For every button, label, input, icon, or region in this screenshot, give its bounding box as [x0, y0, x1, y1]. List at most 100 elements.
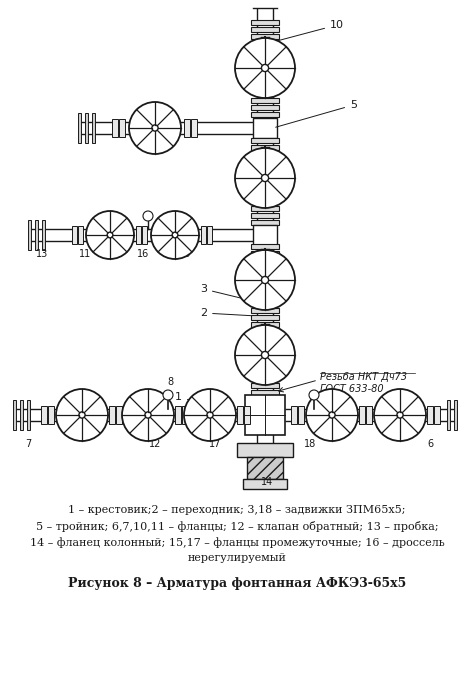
Bar: [92, 113, 95, 143]
Text: ГОСТ 633-80: ГОСТ 633-80: [320, 384, 383, 394]
Bar: [85, 113, 89, 143]
Text: 14: 14: [261, 477, 273, 487]
Circle shape: [329, 412, 335, 418]
Text: 5: 5: [276, 100, 357, 127]
Circle shape: [163, 390, 173, 400]
Circle shape: [151, 211, 199, 259]
Bar: [298, 406, 304, 424]
Bar: [248, 162, 282, 194]
Bar: [248, 338, 282, 372]
Text: 17: 17: [209, 439, 221, 449]
Bar: [247, 457, 283, 479]
Text: 16: 16: [137, 249, 149, 259]
Bar: [251, 97, 279, 102]
Circle shape: [184, 389, 236, 441]
Bar: [134, 401, 162, 429]
Bar: [41, 406, 46, 424]
Text: 1: 1: [175, 392, 240, 414]
Text: 2: 2: [200, 308, 254, 318]
Circle shape: [235, 325, 295, 385]
Bar: [434, 406, 439, 424]
Bar: [237, 406, 243, 424]
Bar: [243, 479, 287, 489]
Bar: [162, 222, 188, 248]
Bar: [251, 322, 279, 326]
Circle shape: [261, 64, 269, 72]
Circle shape: [261, 351, 269, 359]
Bar: [253, 118, 277, 138]
Bar: [251, 104, 279, 110]
Bar: [427, 406, 433, 424]
Bar: [386, 401, 414, 429]
Circle shape: [129, 102, 181, 154]
Bar: [251, 397, 279, 401]
Text: 18: 18: [304, 439, 316, 449]
Bar: [251, 26, 279, 32]
Bar: [20, 400, 24, 430]
Bar: [78, 226, 83, 244]
Text: 14 – фланец колонный; 15,17 – фланцы промежуточные; 16 – дроссель: 14 – фланец колонный; 15,17 – фланцы про…: [29, 537, 444, 548]
Circle shape: [261, 175, 269, 181]
Bar: [136, 226, 141, 244]
Bar: [207, 226, 212, 244]
Bar: [237, 443, 293, 457]
Bar: [251, 152, 279, 156]
Bar: [36, 220, 38, 250]
Bar: [13, 400, 17, 430]
Bar: [248, 51, 282, 85]
Text: нерегулируемый: нерегулируемый: [188, 553, 286, 563]
Bar: [196, 401, 224, 429]
Bar: [245, 395, 285, 435]
Bar: [251, 213, 279, 217]
Circle shape: [309, 390, 319, 400]
Circle shape: [306, 389, 358, 441]
Circle shape: [235, 38, 295, 98]
Circle shape: [145, 412, 151, 418]
Bar: [97, 222, 123, 248]
Bar: [28, 220, 31, 250]
Bar: [244, 406, 250, 424]
Text: 5 – тройник; 6,7,10,11 – фланцы; 12 – клапан обратный; 13 – пробка;: 5 – тройник; 6,7,10,11 – фланцы; 12 – кл…: [36, 521, 438, 532]
Circle shape: [261, 276, 269, 284]
Circle shape: [56, 389, 108, 441]
Text: Рисунок 8 – Арматура фонтанная АФКЭ3-65х5: Рисунок 8 – Арматура фонтанная АФКЭ3-65х…: [68, 577, 406, 590]
Bar: [251, 219, 279, 225]
Bar: [182, 406, 188, 424]
Text: Резьба НКТ Дч73: Резьба НКТ Дч73: [320, 372, 407, 382]
Circle shape: [122, 389, 174, 441]
Bar: [68, 401, 96, 429]
Bar: [27, 400, 30, 430]
Bar: [253, 225, 277, 245]
Bar: [251, 137, 279, 142]
Text: 12: 12: [149, 439, 161, 449]
Bar: [251, 315, 279, 320]
Text: 1 – крестовик;2 – переходник; 3,18 – задвижки ЗПМ65х5;: 1 – крестовик;2 – переходник; 3,18 – зад…: [68, 505, 406, 515]
Circle shape: [86, 211, 134, 259]
Bar: [291, 406, 297, 424]
Bar: [142, 226, 147, 244]
Circle shape: [143, 211, 153, 221]
Circle shape: [107, 232, 113, 238]
Bar: [43, 220, 46, 250]
Circle shape: [374, 389, 426, 441]
Bar: [251, 33, 279, 39]
Bar: [251, 250, 279, 255]
Bar: [447, 400, 450, 430]
Bar: [251, 144, 279, 150]
Circle shape: [172, 232, 178, 238]
Bar: [201, 226, 206, 244]
Bar: [141, 114, 169, 142]
Bar: [112, 119, 118, 137]
Bar: [251, 206, 279, 211]
Bar: [251, 389, 279, 395]
Bar: [48, 406, 54, 424]
Bar: [184, 119, 190, 137]
Bar: [251, 383, 279, 387]
Bar: [119, 119, 125, 137]
Circle shape: [152, 125, 158, 131]
Text: 15: 15: [179, 249, 191, 259]
Circle shape: [397, 412, 403, 418]
Text: 10: 10: [276, 20, 344, 41]
Bar: [359, 406, 365, 424]
Text: 3: 3: [200, 284, 255, 301]
